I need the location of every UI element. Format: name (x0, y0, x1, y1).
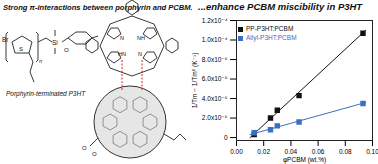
svg-text:O: O (92, 151, 97, 157)
svg-text:φPCBM (wt.%): φPCBM (wt.%) (283, 156, 326, 164)
svg-text:2.0x10⁻⁵: 2.0x10⁻⁵ (202, 114, 228, 121)
svg-text:O: O (64, 47, 69, 53)
svg-text:8.0x10⁻⁵: 8.0x10⁻⁵ (202, 56, 228, 63)
svg-text:1.2x10⁻⁴: 1.2x10⁻⁴ (202, 17, 228, 24)
svg-text:N: N (138, 51, 142, 57)
svg-text:Porphyrin-terminated P3HT: Porphyrin-terminated P3HT (6, 90, 86, 98)
svg-text:6.0x10⁻⁵: 6.0x10⁻⁵ (202, 75, 228, 82)
svg-text:4.0x10⁻⁵: 4.0x10⁻⁵ (202, 95, 228, 102)
svg-text:Strong π-interactions between: Strong π-interactions between porphyrin … (3, 3, 192, 12)
svg-text:N: N (120, 35, 124, 41)
svg-text:0.04: 0.04 (285, 148, 298, 155)
svg-text:S: S (19, 46, 23, 52)
html-text:...enhance PCBM miscibility in: ...enhance PCBM miscibility in P3HT (198, 1, 363, 12)
svg-text:0.10: 0.10 (366, 148, 378, 155)
svg-text:n: n (39, 58, 42, 64)
svg-text:1.0x10⁻⁴: 1.0x10⁻⁴ (202, 36, 228, 43)
svg-text:Br: Br (2, 36, 9, 43)
svg-text:HN: HN (118, 51, 126, 57)
html-text:Allyl-P3HT:PCBM: Allyl-P3HT:PCBM (246, 34, 297, 41)
svg-text:NH: NH (137, 35, 145, 41)
svg-text:0.00: 0.00 (230, 148, 243, 155)
svg-text:0.06: 0.06 (312, 148, 325, 155)
svg-text:0: 0 (224, 134, 228, 141)
svg-text:0.08: 0.08 (339, 148, 352, 155)
svg-text:Si: Si (52, 39, 58, 46)
svg-text:1/Tm − 1/Tm⁰ (K⁻¹): 1/Tm − 1/Tm⁰ (K⁻¹) (191, 53, 199, 109)
html-text:PP-P3HT:PCBM: PP-P3HT:PCBM (246, 25, 294, 32)
svg-text:0.02: 0.02 (257, 148, 270, 155)
svg-text:O: O (82, 145, 87, 151)
